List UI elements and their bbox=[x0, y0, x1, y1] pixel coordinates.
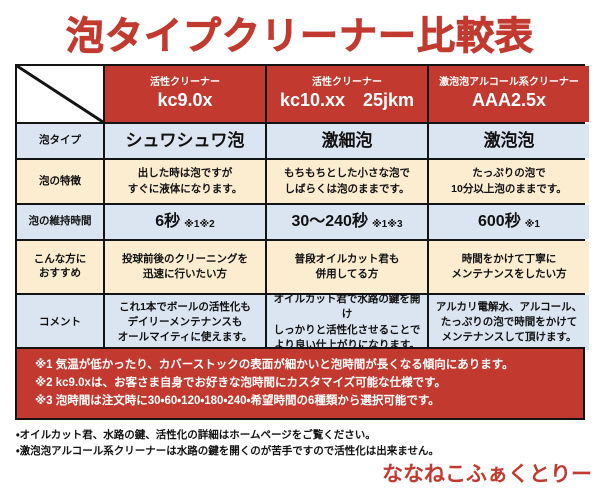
product-category: 激泡泡アルコール系クリーナー bbox=[439, 76, 579, 88]
table-corner-cell bbox=[17, 66, 103, 122]
table-cell-comment-3: アルカリ電解水、アルコール、 たっぷりの泡で時間をかけて メンテナンスして頂けま… bbox=[429, 295, 589, 350]
table-cell-duration-1: 6秒 ※1※2 bbox=[105, 205, 265, 239]
table-cell-recommend-3: 時間をかけて丁寧に メンテナンスをしたい方 bbox=[429, 241, 589, 293]
footnote-line-3: ※3 泡時間は注文時に30・60・120・180・240・希望時間の6種類から選… bbox=[35, 394, 440, 407]
page-title: 泡タイプクリーナー比較表 bbox=[65, 16, 534, 59]
product-category: 活性クリーナー bbox=[150, 76, 220, 88]
table-cell-duration-2: 30〜240秒 ※1※3 bbox=[267, 205, 427, 239]
product-category: 活性クリーナー bbox=[312, 76, 382, 88]
footnote-box: ※1 気温が低かったり、カバーストックの表面が細かいと泡時間が長くなる傾向にあり… bbox=[15, 347, 585, 420]
table-cell-duration-3: 600秒 ※1 bbox=[429, 205, 589, 239]
duration-value: 30〜240秒 bbox=[291, 212, 368, 230]
row-label-recommend: こんな方に おすすめ bbox=[17, 241, 103, 293]
duration-value: 600秒 bbox=[478, 212, 521, 230]
product-model: kc9.0x bbox=[157, 89, 213, 110]
table-cell-feature-3: たっぷりの泡で 10分以上泡のままです。 bbox=[429, 160, 589, 203]
table-cell-recommend-2: 普段オイルカット君も 併用してる方 bbox=[267, 241, 427, 293]
row-label-comment: コメント bbox=[17, 295, 103, 350]
product-header-aaa25x: 激泡泡アルコール系クリーナー AAA2.5x bbox=[429, 66, 589, 122]
table-cell-foam-type-2: 激細泡 bbox=[267, 124, 427, 158]
bottom-notes: ・オイルカット君、水路の鍵、活性化の詳細はホームページをご覧ください。 ・激泡泡… bbox=[16, 427, 439, 460]
table-cell-feature-2: もちもちとした小さな泡で しばらくは泡のままです。 bbox=[267, 160, 427, 203]
table-cell-foam-type-3: 激泡泡 bbox=[429, 124, 589, 158]
comparison-table: 活性クリーナー kc9.0x 活性クリーナー kc10.xx 25jkm 激泡泡… bbox=[15, 64, 589, 352]
table-cell-comment-1: これ1本でボールの活性化も デイリーメンテナンスも オールマイティに使えます。 bbox=[105, 295, 265, 350]
table-cell-recommend-1: 投球前後のクリーニングを 迅速に行いたい方 bbox=[105, 241, 265, 293]
row-label-foam-feature: 泡の特徴 bbox=[17, 160, 103, 203]
table-cell-foam-type-1: シュワシュワ泡 bbox=[105, 124, 265, 158]
row-label-foam-duration: 泡の維持時間 bbox=[17, 205, 103, 239]
bottom-note-1: ・オイルカット君、水路の鍵、活性化の詳細はホームページをご覧ください。 bbox=[16, 429, 376, 441]
footnote-line-2: ※2 kc9.0xは、お客さま自身でお好きな泡時間にカスタマイズ可能な仕様です。 bbox=[35, 376, 446, 389]
table-cell-feature-1: 出した時は泡ですが すぐに液体になります。 bbox=[105, 160, 265, 203]
duration-note: ※1※3 bbox=[371, 218, 403, 230]
duration-note: ※1※2 bbox=[184, 218, 215, 230]
footnote-line-1: ※1 気温が低かったり、カバーストックの表面が細かいと泡時間が長くなる傾向にあり… bbox=[35, 359, 514, 371]
product-header-kc90x: 活性クリーナー kc9.0x bbox=[105, 66, 265, 122]
product-model: AAA2.5x bbox=[471, 89, 547, 110]
product-model: kc10.xx 25jkm bbox=[279, 89, 415, 110]
row-label-foam-type: 泡タイプ bbox=[17, 124, 103, 158]
duration-value: 6秒 bbox=[155, 212, 181, 230]
bottom-note-2: ・激泡泡アルコール系クリーナーは水路の鍵を開くのが苦手ですので活性化は出来ません… bbox=[16, 445, 439, 458]
table-cell-comment-2: オイルカット君で水路の鍵を開け しっかりと活性化させることで より良い仕上がりに… bbox=[267, 293, 427, 351]
duration-note: ※1 bbox=[524, 218, 540, 230]
diagonal-line bbox=[17, 66, 103, 122]
product-header-kc10xx: 活性クリーナー kc10.xx 25jkm bbox=[267, 66, 427, 122]
brand-name: ななねこふぁくとりー bbox=[382, 463, 592, 486]
